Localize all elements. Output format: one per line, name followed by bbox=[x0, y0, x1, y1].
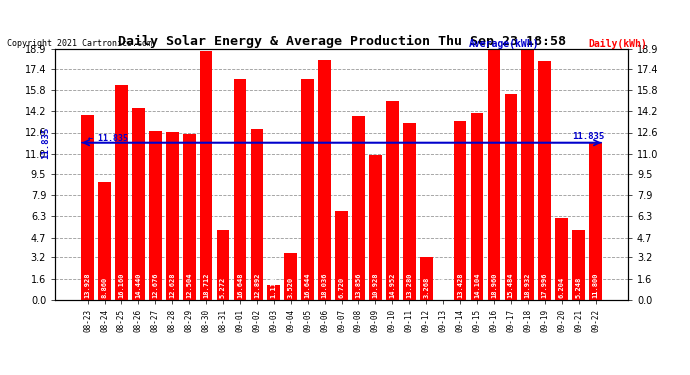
Bar bbox=[522, 48, 534, 300]
Bar bbox=[166, 132, 179, 300]
Text: 13.280: 13.280 bbox=[406, 273, 413, 298]
Text: 6.204: 6.204 bbox=[559, 277, 564, 298]
Bar bbox=[284, 253, 297, 300]
Title: Daily Solar Energy & Average Production Thu Sep 23 18:58: Daily Solar Energy & Average Production … bbox=[117, 34, 566, 48]
Text: 13.928: 13.928 bbox=[85, 273, 90, 298]
Text: 11.835: 11.835 bbox=[572, 132, 604, 141]
Bar bbox=[555, 217, 568, 300]
Bar bbox=[369, 155, 382, 300]
Bar bbox=[149, 132, 161, 300]
Text: 11.800: 11.800 bbox=[593, 273, 598, 298]
Bar bbox=[234, 79, 246, 300]
Text: 16.160: 16.160 bbox=[119, 273, 124, 298]
Text: 3.268: 3.268 bbox=[423, 277, 429, 298]
Text: 5.272: 5.272 bbox=[220, 277, 226, 298]
Bar bbox=[403, 123, 415, 300]
Text: 5.248: 5.248 bbox=[575, 277, 582, 298]
Bar bbox=[589, 143, 602, 300]
Text: 16.648: 16.648 bbox=[237, 273, 243, 298]
Bar bbox=[318, 60, 331, 300]
Text: 14.952: 14.952 bbox=[389, 273, 395, 298]
Bar bbox=[250, 129, 264, 300]
Bar bbox=[183, 134, 195, 300]
Bar bbox=[302, 79, 314, 300]
Text: 3.520: 3.520 bbox=[288, 277, 294, 298]
Text: 8.860: 8.860 bbox=[101, 277, 108, 298]
Bar bbox=[471, 112, 484, 300]
Text: 6.720: 6.720 bbox=[339, 277, 344, 298]
Bar bbox=[217, 230, 229, 300]
Text: 16.644: 16.644 bbox=[305, 273, 310, 298]
Text: 15.484: 15.484 bbox=[508, 273, 514, 298]
Bar bbox=[81, 115, 94, 300]
Text: 18.932: 18.932 bbox=[525, 273, 531, 298]
Bar bbox=[132, 108, 145, 300]
Bar bbox=[386, 101, 399, 300]
Text: 12.676: 12.676 bbox=[152, 273, 158, 298]
Text: Daily(kWh): Daily(kWh) bbox=[589, 39, 647, 50]
Text: 18.960: 18.960 bbox=[491, 273, 497, 298]
Bar bbox=[572, 230, 585, 300]
Text: 12.628: 12.628 bbox=[169, 273, 175, 298]
Bar bbox=[420, 256, 433, 300]
Text: 18.712: 18.712 bbox=[203, 273, 209, 298]
Text: 14.440: 14.440 bbox=[135, 273, 141, 298]
Text: 0.000: 0.000 bbox=[440, 277, 446, 298]
Text: 10.928: 10.928 bbox=[373, 273, 378, 298]
Text: 1.116: 1.116 bbox=[270, 277, 277, 298]
Text: 12.892: 12.892 bbox=[254, 273, 260, 298]
Text: 13.428: 13.428 bbox=[457, 273, 463, 298]
Text: Average(kWh): Average(kWh) bbox=[469, 39, 540, 50]
Bar bbox=[538, 61, 551, 300]
Bar bbox=[199, 51, 213, 300]
Text: 12.504: 12.504 bbox=[186, 273, 193, 298]
Text: 11.835: 11.835 bbox=[41, 126, 50, 159]
Text: 13.856: 13.856 bbox=[355, 273, 362, 298]
Bar bbox=[115, 85, 128, 300]
Text: 18.036: 18.036 bbox=[322, 273, 328, 298]
Bar bbox=[335, 211, 348, 300]
Text: 17.996: 17.996 bbox=[542, 273, 548, 298]
Bar bbox=[352, 116, 365, 300]
Bar bbox=[504, 94, 518, 300]
Bar bbox=[454, 122, 466, 300]
Text: 14.104: 14.104 bbox=[474, 273, 480, 298]
Bar bbox=[268, 285, 280, 300]
Bar bbox=[98, 182, 111, 300]
Bar bbox=[488, 48, 500, 300]
Text: ← 11.835: ← 11.835 bbox=[88, 134, 128, 142]
Text: Copyright 2021 Cartronics.com: Copyright 2021 Cartronics.com bbox=[7, 39, 152, 48]
